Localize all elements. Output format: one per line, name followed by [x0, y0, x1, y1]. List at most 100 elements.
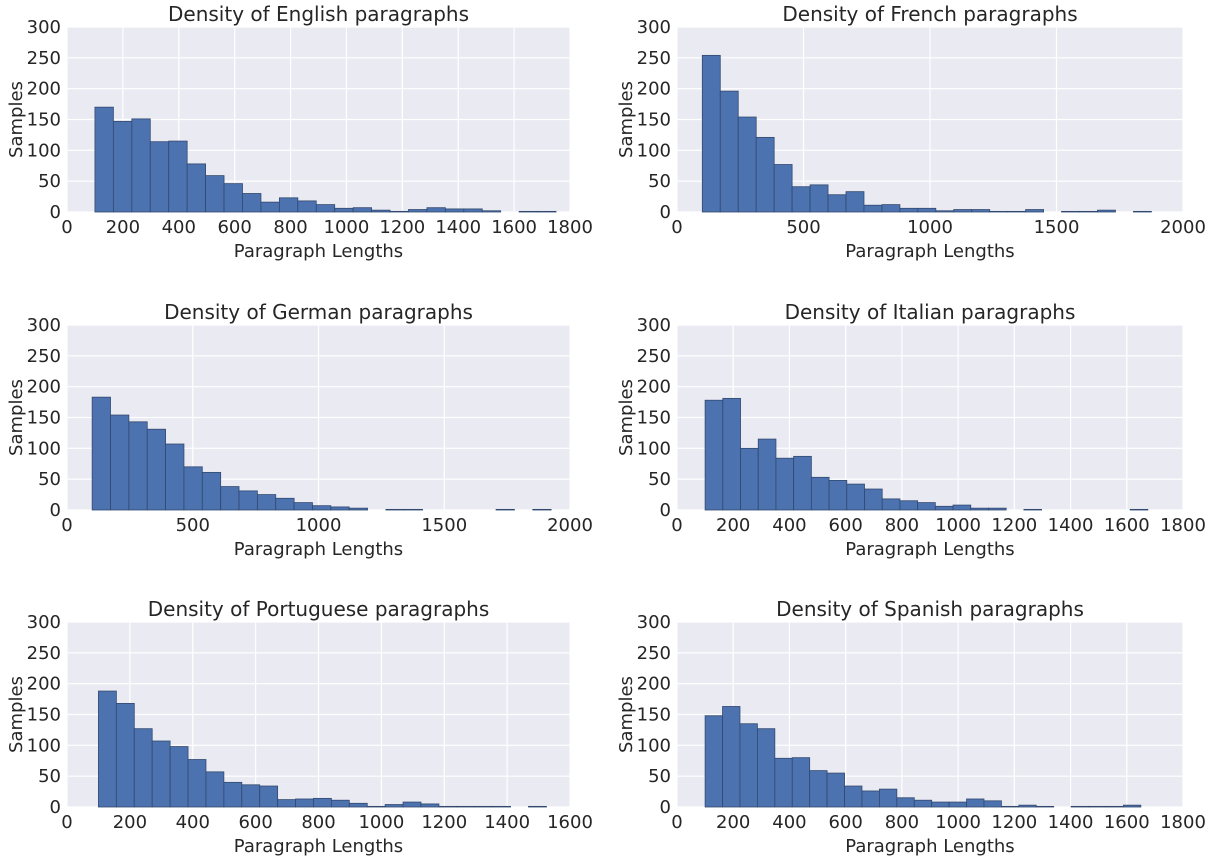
histogram-bar	[169, 746, 189, 808]
y-axis-label: Samples	[6, 81, 27, 158]
histogram-bar	[722, 397, 741, 511]
chart-title: Density of French paragraphs	[782, 2, 1077, 26]
histogram-bar	[295, 798, 314, 808]
histogram-bar	[989, 210, 1009, 213]
x-tick-label: 1000	[907, 217, 953, 238]
x-tick-label: 200	[716, 515, 750, 536]
x-tick-label: 200	[106, 217, 140, 238]
histogram-bar	[112, 120, 133, 213]
y-tick-label: 100	[27, 438, 61, 459]
x-tick-label: 1400	[1048, 515, 1094, 536]
histogram-bar	[518, 210, 538, 213]
x-tick-label: 1400	[484, 812, 530, 833]
histogram-bar	[896, 797, 915, 808]
x-axis-label: Paragraph Lengths	[234, 539, 403, 560]
histogram-bar	[403, 508, 424, 511]
y-tick-label: 150	[637, 110, 671, 131]
y-tick-label: 200	[27, 377, 61, 398]
histogram-bar	[791, 757, 811, 808]
histogram-bar	[935, 210, 955, 213]
y-tick-label: 200	[637, 377, 671, 398]
x-tick-label: 1600	[491, 217, 537, 238]
histogram-bar	[259, 785, 279, 808]
histogram-bar	[348, 802, 368, 808]
histogram-bar	[827, 194, 847, 213]
histogram-bar	[917, 207, 937, 213]
x-tick-label: 1200	[379, 217, 425, 238]
histogram-bar	[187, 759, 207, 808]
x-tick-label: 2000	[1160, 217, 1206, 238]
histogram-bar	[704, 399, 724, 511]
y-tick-label: 50	[38, 469, 61, 490]
x-tick-label: 0	[61, 515, 72, 536]
histogram-bar	[312, 505, 332, 511]
histogram-bar	[481, 210, 502, 213]
x-tick-label: 0	[61, 812, 72, 833]
histogram-bar	[775, 457, 795, 511]
histogram-bar	[845, 191, 865, 213]
histogram-bar	[334, 207, 354, 213]
histogram-bar	[426, 207, 446, 213]
x-tick-label: 0	[671, 217, 682, 238]
x-tick-label: 1000	[358, 812, 404, 833]
histogram-bar	[420, 803, 440, 808]
histogram-bar	[913, 799, 933, 808]
x-tick-label: 1500	[421, 515, 467, 536]
y-tick-label: 250	[27, 643, 61, 664]
x-axis-label: Paragraph Lengths	[234, 836, 403, 857]
histogram-bar	[864, 488, 883, 511]
histogram-bar	[1133, 210, 1152, 213]
x-tick-label: 1600	[547, 812, 593, 833]
subplot-3: 0 500 1000 1500 2000 0 50 100 150 200 250 300 Densit…	[6, 300, 593, 560]
x-tick-label: 800	[885, 812, 919, 833]
x-tick-label: 200	[716, 812, 750, 833]
histogram-bar	[256, 494, 277, 511]
histogram-bar	[220, 486, 240, 511]
histogram-bar	[953, 209, 973, 213]
x-tick-label: 1000	[935, 515, 981, 536]
histogram-bar	[809, 770, 828, 808]
x-axis-label: Paragraph Lengths	[845, 241, 1014, 262]
y-tick-label: 0	[660, 797, 671, 818]
histogram-bar	[952, 504, 972, 511]
histogram-bar	[532, 508, 552, 511]
histogram-bar	[495, 508, 515, 511]
histogram-bar	[128, 421, 148, 511]
chart-title: Density of Portuguese paragraphs	[148, 597, 490, 621]
histogram-bar	[275, 497, 295, 511]
y-tick-label: 50	[648, 171, 671, 192]
histogram-bar	[297, 200, 317, 213]
histogram-bar	[948, 801, 967, 808]
x-tick-label: 1600	[1104, 515, 1150, 536]
histogram-bar	[881, 498, 901, 511]
histogram-bar	[791, 186, 811, 213]
x-tick-label: 1200	[991, 515, 1037, 536]
histogram-bar	[330, 799, 350, 808]
histogram-bar	[384, 804, 404, 808]
histogram-bar	[223, 183, 243, 213]
histogram-bar	[98, 690, 117, 808]
y-axis-label: Samples	[6, 379, 27, 456]
subplot-1: 0 200 400 600 800 1000 1200 1400 1600 1800 0 50 100 1…	[6, 2, 593, 262]
x-tick-label: 1400	[1048, 812, 1094, 833]
y-tick-label: 0	[50, 500, 61, 521]
x-tick-label: 0	[671, 515, 682, 536]
y-tick-label: 0	[50, 202, 61, 223]
histogram-bar	[277, 799, 296, 808]
x-tick-label: 1400	[435, 217, 481, 238]
histogram-bar	[861, 790, 880, 808]
histogram-bar	[94, 106, 114, 213]
histogram-bar	[408, 209, 428, 213]
histogram-bar	[463, 208, 483, 213]
histogram-bar	[242, 193, 262, 213]
x-tick-label: 600	[828, 812, 862, 833]
histogram-bar	[537, 210, 557, 213]
histogram-bar	[1007, 210, 1027, 213]
histogram-bar	[1025, 209, 1044, 213]
y-tick-label: 200	[637, 674, 671, 695]
histogram-bar	[1079, 210, 1098, 213]
histogram-bar	[278, 197, 299, 213]
histogram-bar	[438, 805, 458, 808]
histogram-bar	[934, 505, 954, 511]
chart-title: Density of English paragraphs	[168, 2, 469, 26]
